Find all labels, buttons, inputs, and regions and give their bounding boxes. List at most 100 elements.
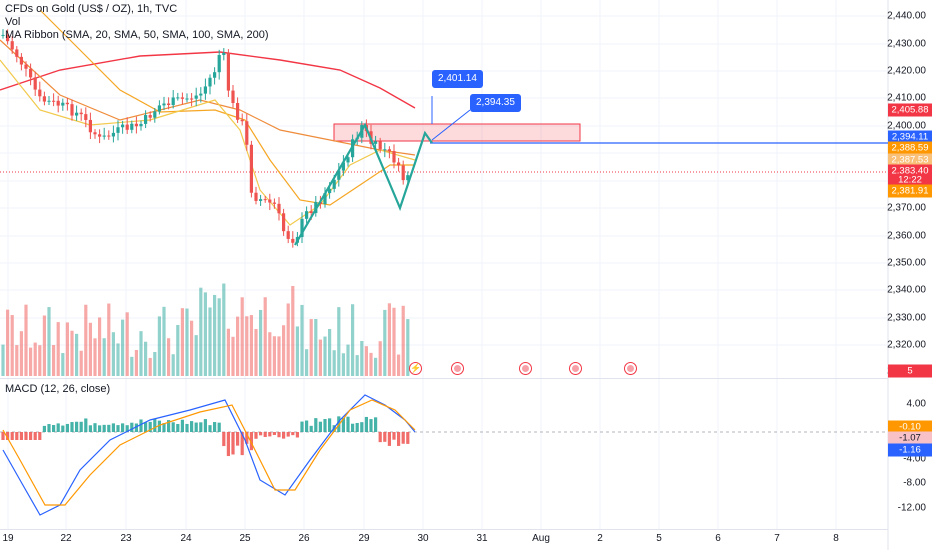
time-axis-label: 29 [358, 533, 370, 544]
candle-body [65, 102, 69, 105]
candle-body [208, 77, 212, 87]
price-axis-label: 2,430.00 [887, 38, 926, 50]
callout-leader [431, 109, 471, 141]
macd-hist-bar [314, 418, 318, 432]
us-flag-icon[interactable] [624, 362, 637, 375]
candlesticks [1, 29, 410, 248]
volume-bar [277, 336, 281, 376]
volume-bar [346, 344, 350, 376]
macd-hist-bar [222, 432, 226, 447]
price-tag: 12:22 [888, 173, 932, 187]
volume-bar [139, 331, 143, 376]
volume-bar [406, 319, 410, 376]
candle-body [277, 203, 281, 214]
candle-body [75, 112, 79, 116]
candle-body [84, 114, 88, 120]
candle-body [38, 89, 42, 97]
lightning-icon[interactable]: ⚡ [409, 362, 422, 375]
candle-body [56, 100, 60, 106]
macd-hist-bar [42, 425, 46, 432]
volume-bar [351, 304, 355, 376]
volume-bar [180, 308, 184, 376]
volume-bar [47, 307, 51, 376]
price-callout-upper[interactable]: 2,401.14 [432, 70, 483, 88]
volume-bar [38, 345, 42, 376]
us-flag-icon[interactable] [569, 362, 582, 375]
candle-body [305, 211, 309, 219]
candle-body [199, 93, 203, 96]
volume-bar [383, 309, 387, 376]
macd-hist-bar [111, 423, 115, 432]
macd-hist-bar [355, 422, 359, 432]
macd-tag: -1.16 [888, 443, 932, 457]
volume-bar [323, 336, 327, 376]
volume-bar [98, 317, 102, 376]
candle-body [300, 218, 304, 238]
volume-bar [378, 341, 382, 376]
volume-bar [401, 305, 405, 376]
candle-body [374, 141, 378, 144]
macd-pane [1, 394, 416, 516]
macd-hist-bar [98, 425, 102, 432]
macd-hist-bar [282, 432, 286, 439]
volume-bar [194, 335, 198, 376]
price-axis-label: 2,420.00 [887, 65, 926, 77]
volume-bar [213, 294, 217, 376]
macd-hist-bar [291, 432, 295, 436]
candle-body [52, 100, 56, 102]
macd-hist-bar [171, 422, 175, 432]
volume-bar [374, 357, 378, 376]
volume-bar [369, 352, 373, 376]
volume-bar [318, 339, 322, 376]
price-tag: 2,388.59 [888, 141, 932, 155]
ma-ribbon-legend[interactable]: MA Ribbon (SMA, 20, SMA, 50, SMA, 100, S… [5, 29, 269, 41]
macd-hist-bar [305, 420, 309, 432]
macd-hist-bar [10, 432, 14, 440]
candle-body [88, 119, 92, 133]
macd-hist-bar [286, 432, 290, 437]
symbol-legend[interactable]: CFDs on Gold (US$ / OZ), 1h, TVC [5, 3, 178, 15]
volume-bar [259, 309, 263, 376]
macd-hist-bar [190, 421, 194, 432]
candle-body [254, 192, 258, 201]
price-tag: 2,387.53 [888, 153, 932, 167]
macd-hist-bar [300, 421, 304, 432]
macd-hist-bar [245, 432, 249, 444]
macd-hist-bar [116, 425, 120, 432]
candle-body [332, 179, 336, 189]
macd-hist-bar [277, 432, 281, 438]
macd-hist-bar [217, 422, 221, 432]
macd-axis-label: -12.00 [897, 502, 926, 514]
macd-hist-bar [176, 423, 180, 432]
us-flag-icon[interactable] [519, 362, 532, 375]
time-axis-label: 23 [120, 533, 132, 544]
price-callout-lower[interactable]: 2,394.35 [470, 94, 521, 112]
candle-body [10, 41, 14, 50]
macd-hist-bar [397, 432, 401, 446]
candle-body [268, 199, 272, 203]
ma-ribbon-lines [0, 9, 416, 226]
candle-body [236, 103, 240, 120]
candle-body [33, 77, 37, 90]
candle-body [148, 115, 152, 118]
macd-hist-bar [79, 421, 83, 432]
us-flag-icon[interactable] [451, 362, 464, 375]
macd-hist-bar [24, 432, 28, 440]
price-axis-label: 2,410.00 [887, 92, 926, 104]
macd-hist-bar [38, 432, 42, 440]
time-axis-label: 7 [774, 533, 780, 544]
volume-bar [162, 306, 166, 376]
candle-body [401, 165, 405, 181]
volume-legend[interactable]: Vol [5, 16, 21, 28]
macd-legend[interactable]: MACD (12, 26, close) [5, 383, 111, 395]
macd-hist-bar [374, 417, 378, 432]
volume-bar [231, 336, 235, 376]
candle-body [291, 238, 295, 243]
candle-body [19, 56, 23, 65]
volume-bar [29, 347, 33, 376]
time-axis-label: 22 [60, 533, 72, 544]
volume-bar [392, 307, 396, 376]
volume-bar [295, 326, 299, 376]
grid [0, 0, 889, 550]
